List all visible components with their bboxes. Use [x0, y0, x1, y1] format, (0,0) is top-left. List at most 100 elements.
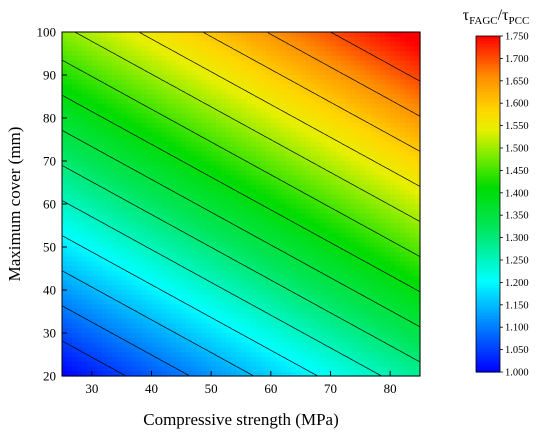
heat-cell [161, 232, 168, 239]
heat-cell [156, 165, 163, 172]
heat-cell [345, 371, 351, 377]
heat-cell [355, 318, 361, 325]
heat-cell [166, 156, 172, 162]
heat-cell [280, 270, 287, 277]
heat-cell [265, 261, 272, 267]
heat-cell [380, 199, 386, 205]
heat-cell [385, 175, 391, 181]
heat-cell [181, 98, 187, 105]
heat-cell [370, 342, 376, 348]
heat-cell [310, 261, 317, 267]
heat-cell [280, 137, 287, 143]
heat-cell [290, 65, 297, 71]
heat-cell [136, 51, 143, 57]
heat-cell [106, 275, 113, 282]
heat-cell [340, 32, 347, 38]
heat-cell [270, 204, 277, 210]
heat-cell [226, 184, 232, 191]
heat-cell [241, 352, 247, 358]
heat-cell [126, 323, 133, 329]
heat-cell [360, 213, 366, 219]
heat-cell [260, 184, 267, 191]
heat-cell [335, 213, 342, 219]
heat-cell [330, 151, 337, 157]
heat-cell [216, 170, 222, 176]
heat-cell [330, 313, 337, 320]
heat-cell [300, 98, 307, 105]
heat-cell [156, 204, 163, 210]
heat-cell [91, 170, 98, 176]
heat-cell [81, 356, 88, 363]
heat-cell [151, 189, 158, 196]
heat-cell [400, 337, 406, 344]
heat-cell [310, 75, 317, 81]
heat-cell [245, 333, 252, 339]
heat-cell [106, 89, 113, 95]
heat-cell [131, 352, 138, 358]
heat-cell [265, 156, 272, 162]
heat-cell [136, 299, 143, 305]
heat-cell [365, 146, 371, 153]
heat-cell [390, 213, 396, 219]
heat-cell [206, 208, 212, 215]
heat-cell [206, 232, 212, 239]
heat-cell [375, 118, 381, 124]
heat-cell [171, 204, 177, 210]
heat-cell [360, 256, 366, 262]
heat-cell [156, 70, 163, 76]
heat-cell [390, 103, 396, 110]
heat-cell [176, 122, 182, 129]
heat-cell [310, 32, 317, 38]
heat-cell [66, 165, 73, 172]
heat-cell [91, 251, 98, 258]
heat-cell [270, 118, 277, 124]
heat-cell [360, 290, 366, 296]
heat-cell [250, 270, 257, 277]
heat-cell [340, 103, 347, 110]
heat-cell [186, 294, 192, 301]
heat-cell [186, 227, 192, 234]
heat-cell [116, 156, 123, 162]
heat-cell [275, 237, 282, 243]
heat-cell [126, 204, 133, 210]
heat-cell [176, 313, 182, 320]
heat-cell [375, 223, 381, 229]
heat-cell [211, 132, 217, 138]
heat-cell [161, 223, 168, 229]
heat-cell [196, 161, 202, 167]
heat-cell [86, 60, 93, 67]
heat-cell [345, 46, 351, 52]
heat-cell [206, 165, 212, 172]
heat-cell [285, 98, 292, 105]
heat-cell [116, 55, 123, 62]
heat-cell [285, 113, 292, 119]
heat-cell [305, 199, 312, 205]
heat-cell [111, 366, 118, 372]
heat-cell [325, 299, 332, 305]
heat-cell [295, 208, 302, 215]
heat-cell [86, 151, 93, 157]
heat-cell [131, 313, 138, 320]
heat-cell [400, 361, 406, 368]
heat-cell [201, 113, 207, 119]
heat-cell [186, 342, 192, 348]
heat-cell [191, 156, 197, 162]
heat-cell [96, 261, 103, 267]
heat-cell [290, 232, 297, 239]
heat-cell [270, 223, 277, 229]
heat-cell [400, 285, 406, 291]
heat-cell [221, 352, 227, 358]
heat-cell [260, 299, 267, 305]
heat-cell [345, 318, 351, 325]
heat-cell [355, 113, 361, 119]
heat-cell [320, 65, 327, 71]
heat-cell [131, 232, 138, 239]
heat-cell [121, 70, 128, 76]
heat-cell [141, 55, 148, 62]
heat-cell [126, 275, 133, 282]
heat-cell [76, 323, 83, 329]
heat-cell [335, 41, 342, 47]
heat-cell [355, 55, 361, 62]
heat-cell [395, 60, 401, 67]
heat-cell [310, 208, 317, 215]
